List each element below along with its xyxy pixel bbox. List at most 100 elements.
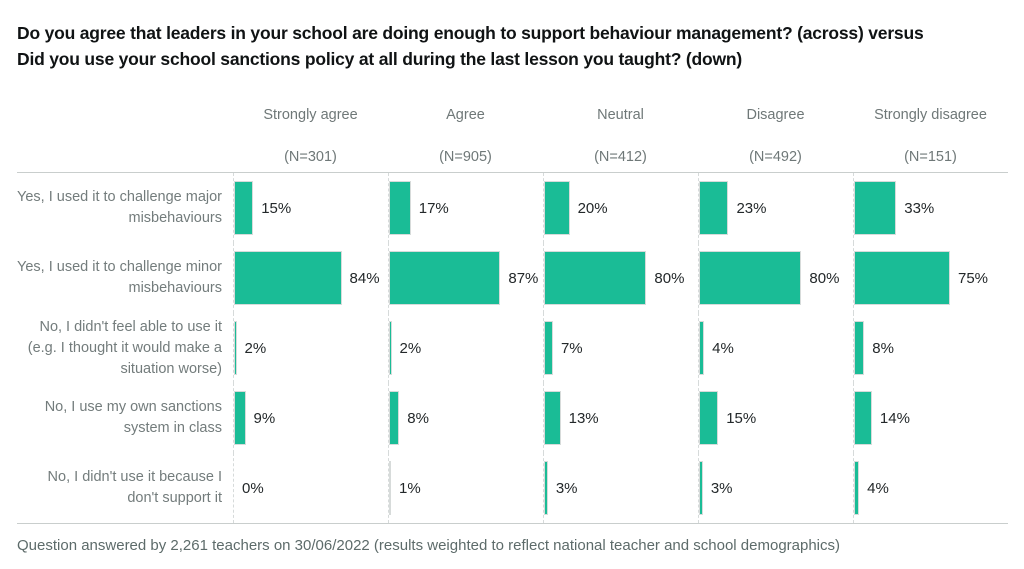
column-header-n: (N=301)	[284, 149, 337, 165]
column-header: Disagree (N=492)	[698, 100, 853, 172]
bar-cell: 9%	[233, 383, 388, 453]
bar	[234, 321, 237, 375]
bar	[699, 181, 729, 235]
bar	[544, 181, 570, 235]
bar-value-label: 4%	[712, 339, 734, 357]
bar	[854, 321, 865, 375]
bar-value-label: 0%	[242, 479, 264, 497]
bar-value-label: 80%	[809, 269, 840, 287]
bar	[544, 321, 553, 375]
bar-cell: 0%	[233, 453, 388, 523]
bar-cell: 8%	[388, 383, 543, 453]
bar-cell: 7%	[543, 313, 698, 383]
column-header-label: Neutral	[597, 107, 644, 123]
column-header-label: Strongly disagree	[874, 107, 987, 123]
bar-value-label: 17%	[418, 199, 449, 217]
column-header-n: (N=905)	[439, 149, 492, 165]
bar-cell: 87%	[388, 243, 543, 313]
chart-grid: Yes, I used it to challenge major misbeh…	[17, 172, 1008, 524]
bar-value-label: 3%	[555, 479, 578, 497]
bar-cell: 23%	[698, 173, 853, 243]
bar-value-label: 14%	[879, 409, 910, 427]
bar-cell: 2%	[388, 313, 543, 383]
column-header: Agree (N=905)	[388, 100, 543, 172]
bar-cell: 15%	[233, 173, 388, 243]
bar-cell: 3%	[698, 453, 853, 523]
bar	[854, 181, 897, 235]
bar-cell: 8%	[853, 313, 1008, 383]
column-header-n: (N=492)	[749, 149, 802, 165]
header-spacer	[17, 100, 233, 172]
bar	[234, 181, 254, 235]
column-header-label: Agree	[446, 107, 485, 123]
row-label: No, I didn't feel able to use it (e.g. I…	[27, 318, 222, 377]
chart-footnote: Question answered by 2,261 teachers on 3…	[17, 537, 841, 554]
chart-title-line2: Did you use your school sanctions policy…	[17, 49, 743, 69]
bar-cell: 84%	[233, 243, 388, 313]
column-headers: Strongly agree (N=301) Agree (N=905) Neu…	[17, 100, 1008, 172]
bar-cell: 2%	[233, 313, 388, 383]
column-header: Neutral (N=412)	[543, 100, 698, 172]
bar	[389, 251, 501, 305]
bar	[854, 251, 950, 305]
bar-cell: 75%	[853, 243, 1008, 313]
column-header-label: Strongly agree	[263, 107, 358, 123]
bar-value-label: 9%	[253, 409, 276, 427]
bar-value-label: 4%	[867, 479, 889, 497]
bar	[234, 251, 342, 305]
bar	[234, 391, 246, 445]
bar	[544, 391, 561, 445]
bar-cell: 3%	[543, 453, 698, 523]
bar	[699, 321, 705, 375]
bar-value-label: 33%	[904, 199, 935, 217]
bar-value-label: 15%	[726, 409, 757, 427]
bar-value-label: 84%	[349, 269, 380, 287]
chart-title: Do you agree that leaders in your school…	[0, 0, 1023, 72]
column-header-label: Disagree	[746, 107, 805, 123]
bar-value-label: 15%	[261, 199, 292, 217]
column-header-n: (N=151)	[904, 149, 957, 165]
bar-cell: 33%	[853, 173, 1008, 243]
row-label: No, I use my own sanctions system in cla…	[44, 399, 222, 436]
bar-value-label: 8%	[872, 339, 894, 357]
bar	[544, 461, 548, 515]
bar-value-label: 13%	[568, 409, 599, 427]
bar-value-label: 75%	[958, 269, 989, 287]
row-label: No, I didn't use it because I don't supp…	[47, 469, 222, 506]
bar-value-label: 2%	[399, 339, 422, 357]
bar-cell: 14%	[853, 383, 1008, 453]
bar-cell: 17%	[388, 173, 543, 243]
bar-cell: 1%	[388, 453, 543, 523]
bar-cell: 4%	[853, 453, 1008, 523]
table-row: No, I didn't use it because I don't supp…	[17, 453, 1008, 523]
table-row: Yes, I used it to challenge minor misbeh…	[17, 243, 1008, 313]
table-row: No, I use my own sanctions system in cla…	[17, 383, 1008, 453]
table-row: Yes, I used it to challenge major misbeh…	[17, 173, 1008, 243]
bar-cell: 20%	[543, 173, 698, 243]
bar	[389, 461, 391, 515]
bar	[699, 391, 719, 445]
bar-value-label: 23%	[736, 199, 767, 217]
bar-value-label: 3%	[710, 479, 733, 497]
bar	[699, 461, 703, 515]
bar-cell: 80%	[698, 243, 853, 313]
bar-cell: 13%	[543, 383, 698, 453]
chart-body: Strongly agree (N=301) Agree (N=905) Neu…	[17, 100, 1008, 524]
bar-value-label: 2%	[244, 339, 267, 357]
column-header: Strongly agree (N=301)	[233, 100, 388, 172]
bar	[854, 391, 872, 445]
bar	[699, 251, 802, 305]
row-label: Yes, I used it to challenge minor misbeh…	[17, 259, 223, 296]
row-label: Yes, I used it to challenge major misbeh…	[17, 189, 223, 226]
chart-title-line1: Do you agree that leaders in your school…	[17, 23, 924, 43]
bar-cell: 4%	[698, 313, 853, 383]
bar-value-label: 8%	[407, 409, 429, 427]
bar-value-label: 87%	[508, 269, 539, 287]
bar-cell: 15%	[698, 383, 853, 453]
bar	[544, 251, 647, 305]
column-header-n: (N=412)	[594, 149, 647, 165]
bar	[389, 181, 411, 235]
bar	[389, 391, 400, 445]
bar-value-label: 80%	[654, 269, 685, 287]
